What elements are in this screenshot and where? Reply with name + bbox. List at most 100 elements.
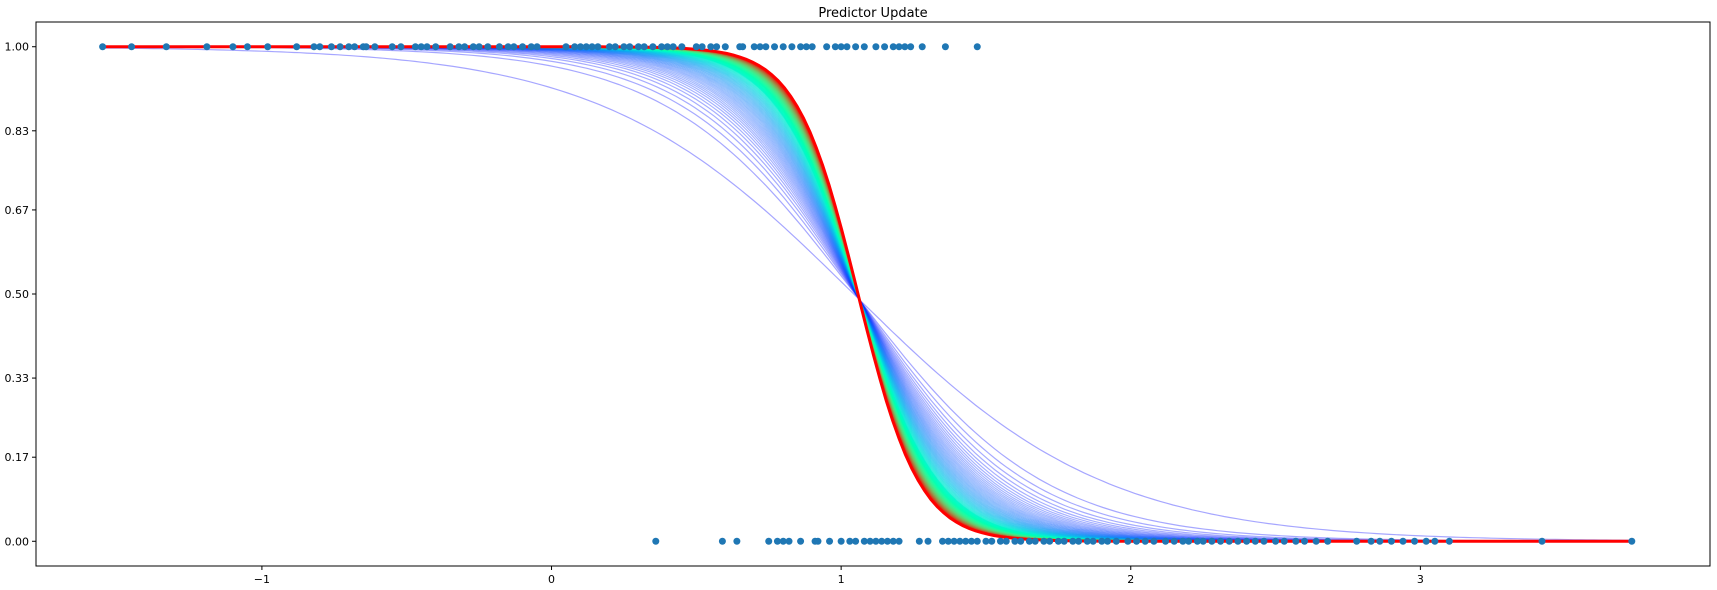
data-point <box>1179 537 1187 545</box>
data-point <box>1025 537 1033 545</box>
curve-line <box>102 46 1632 542</box>
data-point <box>362 43 370 51</box>
y-tick-label: 0.83 <box>5 125 30 138</box>
curve-line <box>102 46 1632 542</box>
data-point <box>713 43 721 51</box>
data-point <box>1272 537 1280 545</box>
data-point <box>475 43 483 51</box>
final-curve <box>102 45 1632 543</box>
data-point <box>788 43 796 51</box>
data-point <box>1217 537 1225 545</box>
curve-line <box>102 46 1632 542</box>
curve-line <box>102 46 1632 542</box>
data-point <box>336 43 344 51</box>
curve-line <box>102 46 1632 542</box>
data-point <box>1431 537 1439 545</box>
data-point <box>852 537 860 545</box>
data-point <box>797 43 805 51</box>
y-tick-label: 0.33 <box>5 372 30 385</box>
data-point <box>663 43 671 51</box>
curve-line <box>102 46 1632 542</box>
curve-line <box>102 46 1632 542</box>
curve-line <box>102 46 1632 542</box>
curve-line <box>102 46 1632 542</box>
data-point <box>895 537 903 545</box>
curve-line <box>102 46 1632 542</box>
curve-line <box>102 46 1632 542</box>
data-point <box>1234 537 1242 545</box>
data-point <box>941 43 949 51</box>
curve-line <box>102 46 1632 542</box>
data-point <box>1150 537 1158 545</box>
data-point <box>1046 537 1054 545</box>
data-point <box>1011 537 1019 545</box>
curve-line <box>102 46 1632 542</box>
data-point <box>594 43 602 51</box>
data-point <box>889 537 897 545</box>
data-point <box>1260 537 1268 545</box>
data-point <box>1292 537 1300 545</box>
data-point <box>779 537 787 545</box>
curve-family <box>102 45 1632 543</box>
curve-line <box>102 46 1632 542</box>
data-point <box>1422 537 1430 545</box>
data-point <box>721 43 729 51</box>
curve-line <box>102 46 1632 542</box>
curve-line <box>102 46 1632 542</box>
data-point <box>397 43 405 51</box>
curve-line <box>102 46 1632 542</box>
curve-line <box>102 46 1632 542</box>
curve-line <box>102 46 1632 542</box>
curve-line <box>102 46 1632 542</box>
data-point <box>718 537 726 545</box>
data-point <box>1185 537 1193 545</box>
data-point <box>962 537 970 545</box>
curve-line <box>102 46 1632 542</box>
data-point <box>423 43 431 51</box>
curve-line <box>102 46 1632 542</box>
data-point <box>162 43 170 51</box>
curve-line <box>102 46 1632 542</box>
data-point <box>658 43 666 51</box>
curve-line <box>102 46 1632 542</box>
data-point <box>1628 537 1636 545</box>
curve-line <box>102 46 1632 542</box>
data-point <box>1040 537 1048 545</box>
data-point <box>293 43 301 51</box>
curve-line <box>102 46 1632 542</box>
curve-line <box>102 46 1632 542</box>
curve-line <box>102 46 1632 542</box>
data-point <box>576 43 584 51</box>
data-point <box>1170 537 1178 545</box>
data-point <box>484 43 492 51</box>
curve-line <box>102 46 1632 542</box>
data-point <box>510 43 518 51</box>
curve-line <box>102 46 1632 542</box>
curve-line <box>102 46 1632 542</box>
data-point <box>1112 537 1120 545</box>
data-point <box>345 43 353 51</box>
curve-line <box>102 46 1632 542</box>
data-point <box>640 43 648 51</box>
curve-line <box>102 46 1632 542</box>
data-point <box>1193 537 1201 545</box>
x-tick-label: 3 <box>1417 573 1424 586</box>
curve-line <box>102 46 1632 542</box>
data-point <box>924 537 932 545</box>
curve-line <box>102 46 1632 542</box>
data-point <box>533 43 541 51</box>
data-point <box>562 43 570 51</box>
curve-line <box>102 46 1632 542</box>
curve-line <box>102 46 1632 542</box>
curve-line <box>102 46 1632 542</box>
curve-line <box>102 46 1632 542</box>
data-point <box>878 537 886 545</box>
curve-line <box>102 46 1632 542</box>
curve-line <box>102 46 1632 542</box>
curve-line <box>102 46 1632 542</box>
curve-line <box>102 46 1632 542</box>
data-point <box>785 537 793 545</box>
curve-line <box>102 46 1632 542</box>
data-point <box>860 43 868 51</box>
data-point <box>1243 537 1251 545</box>
